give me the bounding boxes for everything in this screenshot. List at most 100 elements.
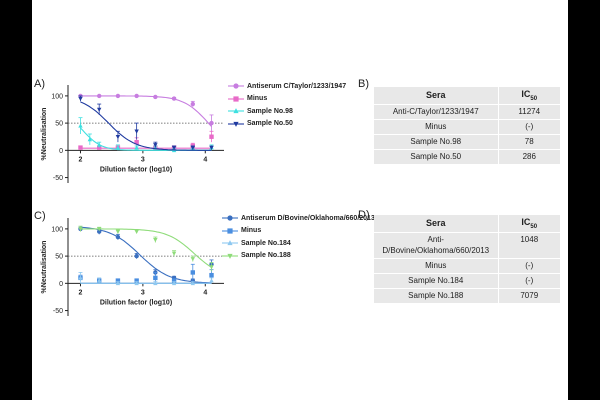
legend-marker <box>227 228 233 234</box>
x-tick-label: 3 <box>141 289 145 296</box>
data-point <box>97 227 102 232</box>
chart-a: 100 50 0 -50 2 3 4 Dilution factor (log10) %Neut… <box>41 85 224 183</box>
legend-label: Minus <box>241 227 262 235</box>
x-axis-label: Dilution factor (log10) <box>100 166 172 173</box>
legend-entry: Minus <box>222 225 375 238</box>
data-point <box>134 145 139 150</box>
table-b-sera-cell: Sample No.98 <box>374 133 498 150</box>
data-point <box>153 275 158 281</box>
data-point <box>190 145 195 151</box>
series-0 <box>78 93 214 132</box>
legend-swatch <box>228 83 244 89</box>
legend-swatch <box>222 228 238 234</box>
data-point <box>153 94 158 100</box>
legend-label: Sample No.50 <box>247 120 293 128</box>
table-d-sera-cell: Sample No.188 <box>374 287 498 303</box>
legend-marker <box>233 96 239 102</box>
table-b-header-sera: Sera <box>374 87 498 105</box>
legend-swatch <box>228 96 244 102</box>
data-point <box>97 278 102 283</box>
data-point <box>115 145 121 150</box>
table-row: Anti-C/Taylor/1233/1947 11274 <box>374 103 560 120</box>
legend-entry: Antiserum D/Bovine/Oklahoma/660/2013 <box>222 212 375 225</box>
legend-label: Sample No.184 <box>241 239 291 247</box>
data-point <box>209 145 214 151</box>
panel-letter-d: D) <box>358 209 370 221</box>
table-d-sera-cell: Minus <box>374 257 498 274</box>
data-point <box>190 101 195 107</box>
y-axis-label: %Neutralisation <box>41 108 48 161</box>
table-b-ic50-cell: 286 <box>497 148 560 164</box>
ic50-table-d: Sera IC50 Anti- D/Bovine/Oklahoma/660/201… <box>374 215 560 303</box>
data-point <box>153 280 158 286</box>
table-row: Sample No.98 78 <box>374 133 560 150</box>
y-tick-label: -50 <box>53 308 63 315</box>
legend-label: Sample No.188 <box>241 252 291 260</box>
series-3 <box>78 225 214 272</box>
data-point <box>209 134 214 139</box>
legend-marker <box>233 83 239 89</box>
table-b-header-ic50: IC50 <box>497 87 560 105</box>
x-tick-label: 4 <box>203 289 207 296</box>
fit-curve <box>80 101 212 151</box>
table-row: Sample No.50 286 <box>374 148 560 164</box>
y-tick-label: 50 <box>55 254 63 261</box>
legend-label: Antiserum D/Bovine/Oklahoma/660/2013 <box>241 214 375 222</box>
legend-marker <box>227 215 233 221</box>
data-point <box>153 238 158 243</box>
legend-marker <box>227 240 233 246</box>
data-point <box>134 253 139 259</box>
y-tick-label: 100 <box>51 93 63 100</box>
data-point <box>115 93 121 99</box>
data-point <box>134 278 139 283</box>
fit-curve <box>80 226 212 284</box>
y-tick-label: 0 <box>59 281 63 288</box>
x-axis-label: Dilution factor (log10) <box>100 299 172 306</box>
data-point <box>134 139 139 145</box>
legend-entry: Sample No.50 <box>228 118 346 131</box>
legend-c: Antiserum D/Bovine/Oklahoma/660/2013 Minu… <box>222 212 375 262</box>
y-tick-label: -50 <box>53 175 63 182</box>
legend-label: Antiserum C/Taylor/1233/1947 <box>247 82 347 90</box>
data-point <box>190 257 195 262</box>
y-axis-label: %Neutralisation <box>41 241 48 294</box>
panel-letter-a: A) <box>34 78 45 90</box>
data-point <box>115 278 121 283</box>
data-point <box>134 93 139 99</box>
table-row: Minus (-) <box>374 118 560 135</box>
data-point <box>78 275 83 280</box>
table-b-sera-cell: Anti-C/Taylor/1233/1947 <box>374 103 498 120</box>
table-d-header-sera: Sera <box>374 215 498 233</box>
legend-label: Minus <box>247 95 268 103</box>
table-row: Sample No.188 7079 <box>374 287 560 303</box>
data-point <box>209 265 214 270</box>
data-point <box>115 229 121 235</box>
data-point <box>171 96 177 101</box>
legend-swatch <box>222 215 238 221</box>
figure: A) 100 50 0 -50 2 3 4 Dilution factor (log10) %N… <box>32 0 568 400</box>
data-point <box>171 280 177 286</box>
table-b-sera-cell: Minus <box>374 118 498 135</box>
x-tick-label: 4 <box>203 156 207 163</box>
data-point <box>97 229 102 234</box>
chart-c: 100 50 0 -50 2 3 4 Dilution factor (log10) %Neut… <box>41 218 224 316</box>
legend-a: Antiserum C/Taylor/1233/1947 Minus Sample … <box>228 80 346 130</box>
table-d-sera-cell: Anti- D/Bovine/Oklahoma/660/2013 <box>374 231 498 259</box>
table-row: Sample No.184 (-) <box>374 272 560 289</box>
legend-swatch <box>228 108 244 114</box>
legend-marker <box>227 253 233 259</box>
x-tick-label: 2 <box>79 289 83 296</box>
table-b-sera-cell: Sample No.50 <box>374 148 498 164</box>
table-b-ic50-cell: 11274 <box>497 103 560 120</box>
legend-swatch <box>222 253 238 259</box>
legend-marker <box>233 121 239 127</box>
data-point <box>78 96 83 102</box>
table-d-ic50-cell: (-) <box>497 272 560 289</box>
panel-letter-b: B) <box>358 78 369 90</box>
table-d-header-ic50: IC50 <box>497 215 560 233</box>
table-d-sera-cell: Sample No.184 <box>374 272 498 289</box>
y-tick-label: 100 <box>51 226 63 233</box>
legend-swatch <box>222 240 238 246</box>
data-point <box>134 129 139 134</box>
table-row: Minus (-) <box>374 257 560 274</box>
